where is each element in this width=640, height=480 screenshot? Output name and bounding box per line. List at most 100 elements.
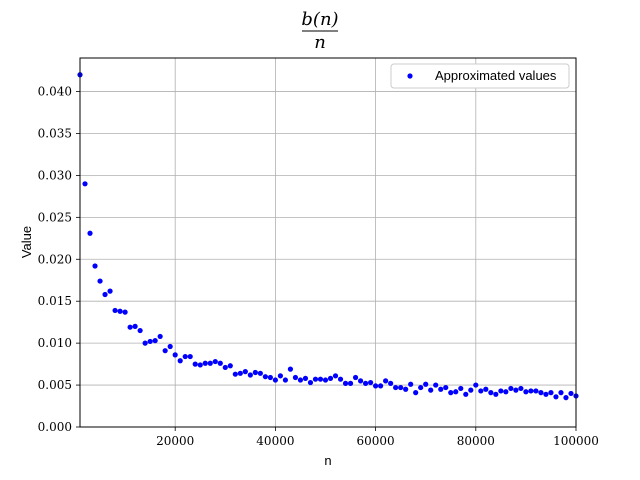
data-point — [212, 358, 218, 365]
data-point — [378, 383, 384, 389]
data-point — [473, 382, 479, 388]
y-tick-label: 0.000 — [38, 420, 72, 434]
data-point — [483, 386, 489, 392]
data-point — [388, 380, 394, 386]
data-point — [177, 358, 183, 364]
data-point — [262, 374, 268, 380]
data-point — [317, 376, 324, 382]
data-point — [87, 230, 93, 236]
y-tick-label: 0.025 — [38, 210, 72, 224]
data-point — [267, 374, 273, 381]
data-point — [232, 371, 238, 377]
data-point — [528, 388, 534, 394]
legend-label: Approximated values — [435, 68, 557, 83]
data-point — [418, 384, 424, 391]
data-point — [257, 370, 263, 376]
y-tick-label: 0.015 — [38, 294, 72, 308]
data-point — [282, 377, 289, 383]
data-point — [142, 340, 148, 346]
chart-title: b(n) n — [301, 9, 338, 53]
data-point — [372, 383, 379, 389]
data-point — [413, 390, 419, 396]
data-point — [543, 391, 549, 397]
data-points — [77, 72, 579, 401]
data-point — [152, 338, 158, 344]
data-point — [172, 352, 178, 358]
data-point — [337, 376, 344, 382]
data-point — [352, 374, 359, 381]
data-point — [202, 360, 208, 366]
data-point — [493, 391, 499, 397]
data-point — [428, 387, 434, 393]
data-point — [393, 384, 399, 391]
y-tick-label: 0.040 — [38, 85, 72, 99]
data-point — [302, 375, 309, 381]
data-point — [513, 387, 519, 393]
data-point — [307, 379, 314, 386]
data-point — [222, 364, 228, 371]
data-point — [327, 375, 334, 381]
data-point — [242, 369, 248, 375]
data-point — [563, 395, 569, 401]
data-point — [423, 381, 429, 387]
x-tick-label: 80000 — [457, 434, 495, 448]
x-tick-label: 20000 — [156, 434, 194, 448]
data-point — [533, 388, 539, 394]
data-point — [137, 327, 143, 334]
data-point — [132, 323, 138, 329]
data-point — [357, 378, 364, 384]
data-point — [332, 373, 339, 379]
data-point — [448, 390, 454, 396]
data-point — [498, 388, 504, 394]
data-point — [458, 385, 464, 392]
data-point — [217, 360, 223, 366]
data-point — [252, 369, 258, 376]
data-point — [463, 391, 469, 397]
data-point — [367, 379, 374, 386]
data-point — [362, 380, 369, 386]
data-point — [147, 338, 153, 345]
data-point — [277, 373, 284, 379]
data-point — [488, 390, 494, 396]
data-point — [568, 390, 574, 397]
title-numerator: b(n) — [301, 9, 338, 30]
data-point — [342, 380, 349, 386]
plot-area-frame — [79, 57, 577, 428]
data-point — [523, 389, 529, 395]
data-point — [538, 390, 544, 396]
x-tick-label: 40000 — [256, 434, 294, 448]
y-tick-label: 0.020 — [38, 252, 72, 266]
data-point — [187, 353, 193, 360]
data-point — [443, 384, 449, 391]
data-point — [398, 384, 404, 391]
data-point — [82, 181, 88, 187]
x-tick-label: 60000 — [357, 434, 395, 448]
legend-box — [390, 63, 570, 89]
data-point — [247, 372, 253, 378]
data-point — [553, 394, 559, 400]
data-point — [112, 307, 118, 314]
data-point — [92, 263, 98, 269]
data-point — [347, 380, 354, 386]
data-point — [107, 288, 113, 294]
y-tick-label: 0.035 — [38, 126, 72, 140]
data-point — [162, 348, 168, 354]
data-point — [408, 381, 414, 387]
data-point — [478, 388, 484, 394]
data-point — [297, 377, 304, 383]
y-tick-label: 0.030 — [38, 168, 72, 182]
data-point — [227, 363, 233, 369]
legend-marker — [407, 73, 413, 79]
data-point — [127, 324, 133, 330]
data-point — [117, 308, 123, 314]
x-axis-label: n — [324, 453, 331, 468]
data-point — [438, 386, 444, 392]
data-point — [518, 385, 524, 392]
grid-lines — [80, 58, 577, 428]
title-denominator: n — [314, 32, 326, 53]
data-point — [182, 353, 188, 360]
data-point — [453, 389, 459, 395]
data-point — [237, 370, 243, 376]
y-tick-label: 0.010 — [38, 336, 72, 350]
